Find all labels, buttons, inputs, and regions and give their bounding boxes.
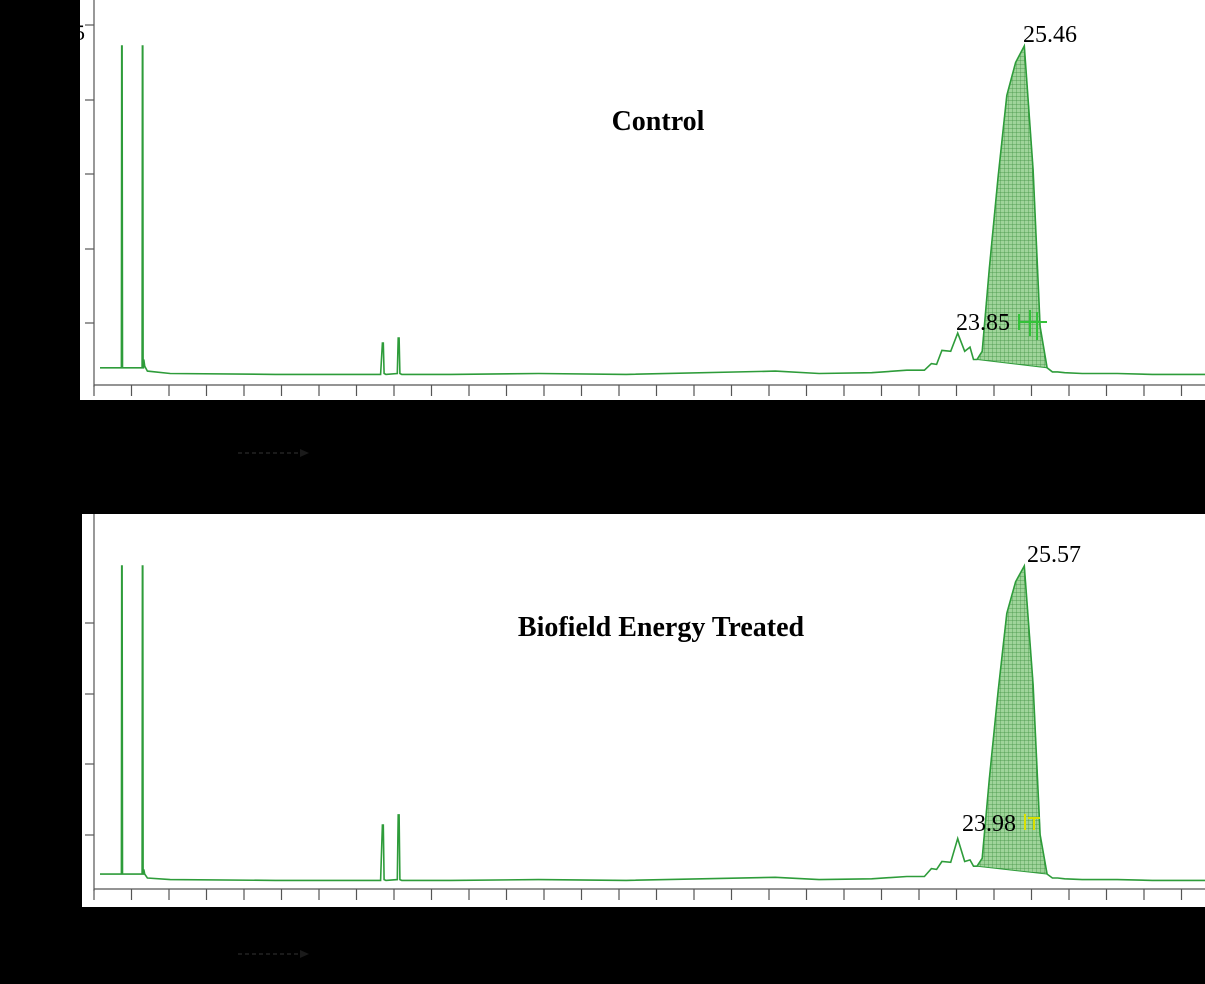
treated-peak-label-main: 25.57 <box>1027 542 1081 568</box>
control-x-axis <box>93 384 1205 396</box>
control-peak-label-minor: 23.85 <box>956 310 1010 336</box>
treated-panel: Biofield Energy Treated 25.57 23.98 <box>82 514 1205 907</box>
axis-arrow-fragment <box>238 449 309 457</box>
control-y-axis: 5 ) 5 ) 5 <box>64 0 95 387</box>
control-y-tick-label: ) <box>64 236 71 261</box>
control-y-tick-label: 5 <box>74 20 85 45</box>
control-peak-marker <box>1018 310 1047 340</box>
control-chromatogram-trace <box>100 43 1205 376</box>
control-y-tick-label: ) <box>64 87 71 112</box>
treated-peak-label-minor: 23.98 <box>962 811 1016 837</box>
control-y-tick-label: 5 <box>68 311 79 336</box>
treated-chart-title: Biofield Energy Treated <box>518 612 805 643</box>
axis-arrow-fragment <box>238 950 309 958</box>
control-panel: 5 ) 5 ) 5 Control 25.46 23.85 <box>64 0 1205 400</box>
control-y-tick-label: 5 <box>68 162 79 187</box>
treated-y-axis <box>85 514 95 891</box>
treated-x-ticks <box>93 889 1183 900</box>
treated-chromatogram-trace <box>100 563 1205 882</box>
control-x-ticks <box>93 385 1183 396</box>
treated-peak-marker <box>1024 814 1040 830</box>
control-chart-title: Control <box>612 106 705 137</box>
control-peak-label-main: 25.46 <box>1023 22 1077 48</box>
treated-x-axis <box>93 888 1205 900</box>
